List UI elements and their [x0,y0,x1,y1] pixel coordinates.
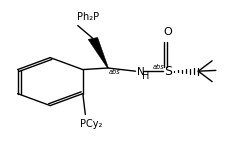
Text: PCy₂: PCy₂ [80,119,102,129]
Text: N: N [136,67,144,76]
Polygon shape [88,37,108,68]
Text: abs: abs [108,69,120,75]
Text: Ph₂P: Ph₂P [76,12,98,22]
Text: S: S [163,65,171,78]
Text: abs: abs [152,64,164,70]
Text: H: H [142,71,149,81]
Text: O: O [162,27,171,37]
